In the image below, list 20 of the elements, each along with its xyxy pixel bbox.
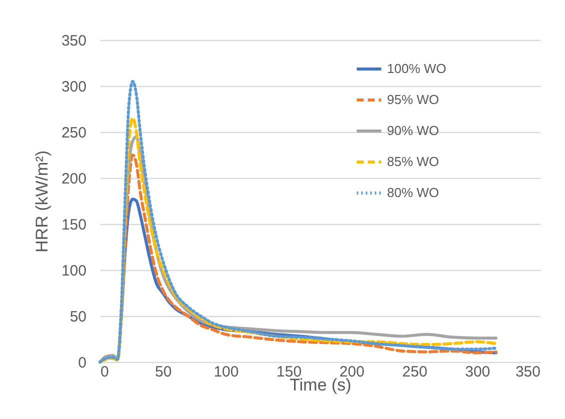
y-tick-label: 250	[61, 124, 86, 142]
legend-label: 95% WO	[387, 92, 440, 107]
y-tick-label: 100	[61, 262, 86, 280]
x-tick-label: 50	[155, 364, 172, 380]
y-tick-label: 150	[61, 216, 86, 234]
x-tick-label: 100	[214, 364, 239, 380]
legend-label: 90% WO	[387, 123, 440, 138]
x-tick-label: 350	[515, 364, 540, 380]
x-tick-label: 0	[100, 364, 109, 380]
y-tick-label: 350	[61, 32, 86, 50]
x-axis-title: Time (s)	[290, 376, 352, 394]
y-tick-label: 300	[61, 78, 86, 96]
x-tick-label: 300	[465, 364, 490, 380]
legend-label: 85% WO	[387, 154, 440, 169]
y-tick-label: 200	[61, 170, 86, 188]
legend-label: 80% WO	[387, 185, 440, 200]
legend-label: 100% WO	[387, 61, 446, 76]
y-tick-label: 50	[70, 308, 86, 326]
y-axis-title: HRR (kW/m²)	[32, 150, 52, 252]
x-tick-label: 250	[402, 364, 428, 380]
